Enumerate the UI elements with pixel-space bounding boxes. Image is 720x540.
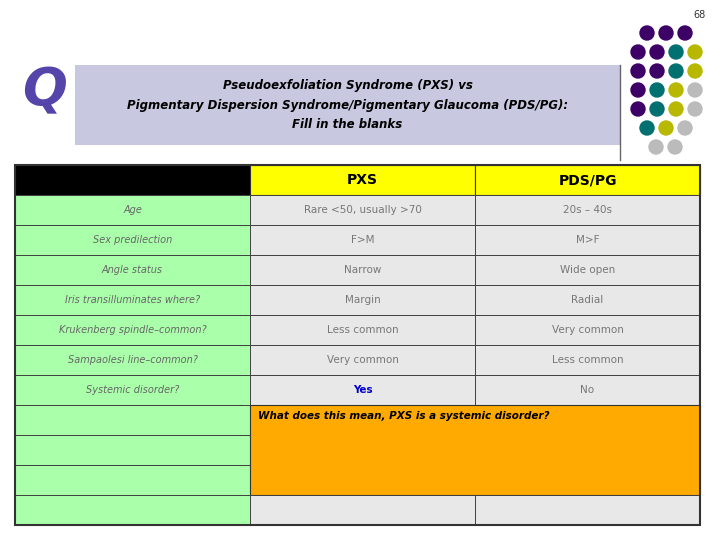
Text: Angle status: Angle status (102, 265, 163, 275)
Bar (15, 285, 250, 315)
Bar (475, 315, 700, 345)
Circle shape (669, 64, 683, 78)
Circle shape (688, 45, 702, 59)
Bar (250, 195, 475, 225)
Bar (250, 495, 475, 525)
Bar (250, 315, 475, 345)
Bar (250, 375, 475, 405)
Bar (475, 255, 700, 285)
Bar (475, 165, 700, 195)
Text: Less common: Less common (327, 325, 398, 335)
Circle shape (659, 26, 673, 40)
Text: PDS/PG: PDS/PG (558, 173, 617, 187)
Circle shape (659, 121, 673, 135)
Bar (15, 255, 250, 285)
Text: Radial: Radial (572, 295, 603, 305)
Circle shape (688, 64, 702, 78)
Circle shape (678, 121, 692, 135)
Text: Rare <50, usually >70: Rare <50, usually >70 (304, 205, 421, 215)
Text: Yes: Yes (353, 385, 372, 395)
Text: What does this mean, PXS is a systemic disorder?: What does this mean, PXS is a systemic d… (258, 411, 549, 421)
Text: Sex predilection: Sex predilection (93, 235, 172, 245)
Text: 20s – 40s: 20s – 40s (563, 205, 612, 215)
Text: Wide open: Wide open (560, 265, 615, 275)
Bar (475, 195, 700, 225)
Text: Q: Q (22, 65, 67, 117)
Circle shape (631, 64, 645, 78)
Circle shape (668, 140, 682, 154)
Text: Pseudoexfoliation Syndrome (PXS) vs
Pigmentary Dispersion Syndrome/Pigmentary Gl: Pseudoexfoliation Syndrome (PXS) vs Pigm… (127, 79, 568, 131)
Circle shape (649, 140, 663, 154)
Bar (475, 225, 700, 255)
Circle shape (650, 45, 664, 59)
Circle shape (669, 102, 683, 116)
Text: No: No (580, 385, 595, 395)
Bar (475, 375, 700, 405)
Bar (15, 315, 250, 345)
Text: Narrow: Narrow (344, 265, 381, 275)
Text: Less common: Less common (552, 355, 624, 365)
Bar (250, 345, 475, 375)
Circle shape (688, 83, 702, 97)
Circle shape (650, 102, 664, 116)
Circle shape (688, 102, 702, 116)
Bar (15, 465, 250, 495)
Bar (15, 165, 700, 525)
Bar (15, 405, 250, 435)
Bar (250, 225, 475, 255)
Text: PXS: PXS (347, 173, 378, 187)
Bar (250, 405, 700, 495)
Bar (15, 375, 250, 405)
Circle shape (631, 83, 645, 97)
Text: Krukenberg spindle–common?: Krukenberg spindle–common? (59, 325, 207, 335)
Text: Margin: Margin (345, 295, 380, 305)
Bar (15, 225, 250, 255)
Circle shape (669, 45, 683, 59)
Text: Systemic disorder?: Systemic disorder? (86, 385, 179, 395)
Circle shape (669, 83, 683, 97)
Bar (250, 165, 475, 195)
Circle shape (631, 102, 645, 116)
Bar (15, 435, 250, 465)
Bar (15, 345, 250, 375)
Bar (475, 495, 700, 525)
Circle shape (631, 45, 645, 59)
Bar (75, 65, 620, 145)
Text: Sampaolesi line–common?: Sampaolesi line–common? (68, 355, 197, 365)
Circle shape (640, 26, 654, 40)
Bar (250, 285, 475, 315)
Text: Iris transilluminates where?: Iris transilluminates where? (65, 295, 200, 305)
Text: 68: 68 (694, 10, 706, 20)
Text: Very common: Very common (552, 325, 624, 335)
Bar (475, 285, 700, 315)
Circle shape (650, 83, 664, 97)
Circle shape (678, 26, 692, 40)
Bar (15, 165, 250, 195)
Circle shape (640, 121, 654, 135)
Text: M>F: M>F (576, 235, 599, 245)
Text: F>M: F>M (351, 235, 374, 245)
Text: Age: Age (123, 205, 142, 215)
Bar (15, 495, 250, 525)
Circle shape (650, 64, 664, 78)
Bar (250, 255, 475, 285)
Bar (475, 345, 700, 375)
Text: Very common: Very common (327, 355, 398, 365)
Bar (15, 195, 250, 225)
